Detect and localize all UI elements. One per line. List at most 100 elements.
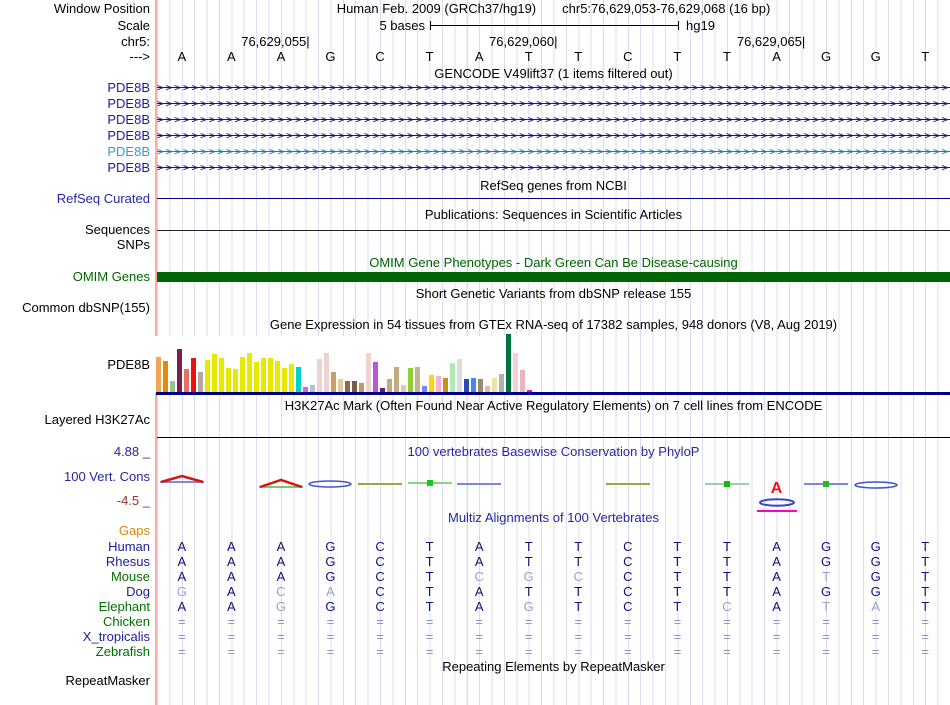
gtex-bar[interactable]: [205, 360, 210, 393]
gtex-bar[interactable]: [457, 359, 462, 393]
track-label-species-human[interactable]: Human: [108, 539, 150, 554]
track-label-omim-genes[interactable]: OMIM Genes: [72, 269, 150, 284]
gtex-bar[interactable]: [240, 357, 245, 393]
gtex-bar[interactable]: [275, 361, 280, 393]
gtex-bar[interactable]: [499, 374, 504, 393]
gtex-bar[interactable]: [338, 379, 343, 393]
gtex-bar[interactable]: [198, 372, 203, 393]
gtex-bar[interactable]: [261, 358, 266, 393]
gtex-bar[interactable]: [163, 361, 168, 393]
alignment-base: =: [673, 614, 682, 629]
track-label-species-elephant[interactable]: Elephant: [98, 599, 150, 614]
track-label-h3k27ac[interactable]: Layered H3K27Ac: [44, 412, 150, 427]
gtex-bar[interactable]: [387, 379, 392, 393]
track-label-gene-pde8b[interactable]: PDE8B: [107, 128, 150, 143]
track-label-gene-pde8b[interactable]: PDE8B: [107, 80, 150, 95]
gtex-bar[interactable]: [303, 387, 308, 393]
gtex-bar[interactable]: [429, 375, 434, 393]
gtex-bar[interactable]: [289, 364, 294, 393]
gtex-bar[interactable]: [184, 369, 189, 393]
gtex-bar[interactable]: [471, 378, 476, 393]
gtex-bar[interactable]: [422, 386, 427, 393]
gtex-bar[interactable]: [352, 381, 357, 393]
gtex-bar[interactable]: [366, 353, 371, 393]
gtex-bar[interactable]: [233, 369, 238, 393]
gtex-bar[interactable]: [156, 357, 161, 393]
alignment-base: A: [227, 584, 236, 599]
track-label-repeatmasker[interactable]: RepeatMasker: [65, 673, 150, 688]
gtex-bar[interactable]: [492, 378, 497, 393]
sequences-track-line[interactable]: [157, 230, 950, 231]
gtex-bar[interactable]: [219, 358, 224, 393]
gtex-bar[interactable]: [506, 334, 511, 393]
gtex-bar[interactable]: [212, 354, 217, 393]
gtex-bar[interactable]: [310, 385, 315, 393]
gtex-bar[interactable]: [527, 390, 532, 393]
track-label-100vert-cons[interactable]: 100 Vert. Cons: [64, 469, 150, 484]
track-label-gene-pde8b[interactable]: PDE8B: [107, 160, 150, 175]
gtex-bar[interactable]: [520, 370, 525, 393]
gtex-bar[interactable]: [296, 367, 301, 393]
gtex-bar[interactable]: [226, 368, 231, 393]
gtex-bar[interactable]: [373, 362, 378, 393]
gtex-bar[interactable]: [401, 385, 406, 393]
gtex-bar[interactable]: [485, 386, 490, 393]
gene-row-pde8b[interactable]: >>>>>>>>>>>>>>>>>>>>>>>>>>>>>>>>>>>>>>>>…: [157, 80, 950, 96]
gtex-bar[interactable]: [324, 353, 329, 393]
gtex-bar[interactable]: [380, 388, 385, 393]
gtex-bar[interactable]: [436, 376, 441, 393]
track-label-snps[interactable]: SNPs: [116, 237, 150, 252]
track-label-gtex-gene[interactable]: PDE8B: [107, 357, 150, 372]
gtex-bar[interactable]: [443, 378, 448, 393]
gtex-bar[interactable]: [394, 367, 399, 393]
track-label-species-mouse[interactable]: Mouse: [110, 569, 150, 584]
track-label-gene-pde8b[interactable]: PDE8B: [107, 96, 150, 111]
gtex-bar[interactable]: [170, 381, 175, 393]
gtex-bar[interactable]: [247, 353, 252, 393]
gtex-bar[interactable]: [191, 358, 196, 393]
gtex-bar[interactable]: [513, 353, 518, 393]
refseq-curated-line[interactable]: [157, 198, 950, 199]
alignment-row-x_tropicalis[interactable]: = = = = = = = = = = = = = = = =: [157, 629, 950, 644]
omim-genes-bar[interactable]: [157, 272, 950, 282]
gtex-bar[interactable]: [345, 381, 350, 393]
gene-row-pde8b[interactable]: >>>>>>>>>>>>>>>>>>>>>>>>>>>>>>>>>>>>>>>>…: [157, 160, 950, 176]
track-label-gaps[interactable]: Gaps: [118, 523, 150, 538]
gtex-bar[interactable]: [282, 368, 287, 393]
track-label-species-chicken[interactable]: Chicken: [103, 614, 150, 629]
gtex-bar[interactable]: [317, 359, 322, 393]
track-label-species-zebrafish[interactable]: Zebrafish: [95, 644, 150, 659]
track-label-species-x_tropicalis[interactable]: X_tropicalis: [82, 629, 150, 644]
gtex-expression-chart[interactable]: [155, 334, 535, 393]
gene-row-pde8b[interactable]: >>>>>>>>>>>>>>>>>>>>>>>>>>>>>>>>>>>>>>>>…: [157, 112, 950, 128]
track-label-common-dbsnp[interactable]: Common dbSNP(155): [22, 300, 150, 315]
gtex-bar[interactable]: [464, 379, 469, 393]
alignment-row-chicken[interactable]: = = = = = = = = = = = = = = = =: [157, 614, 950, 629]
gtex-bar[interactable]: [268, 358, 273, 393]
alignment-base: =: [822, 629, 830, 644]
gtex-bar[interactable]: [177, 349, 182, 393]
gtex-bar[interactable]: [331, 372, 336, 393]
gtex-bar[interactable]: [408, 368, 413, 393]
gtex-bar[interactable]: [415, 367, 420, 393]
gene-row-pde8b[interactable]: >>>>>>>>>>>>>>>>>>>>>>>>>>>>>>>>>>>>>>>>…: [157, 96, 950, 112]
track-label-gene-pde8b[interactable]: PDE8B: [107, 112, 150, 127]
track-label-species-dog[interactable]: Dog: [126, 584, 150, 599]
gtex-bar[interactable]: [254, 362, 259, 393]
gtex-bar[interactable]: [359, 383, 364, 393]
track-label-refseq-curated[interactable]: RefSeq Curated: [56, 191, 150, 206]
gene-row-pde8b[interactable]: >>>>>>>>>>>>>>>>>>>>>>>>>>>>>>>>>>>>>>>>…: [157, 128, 950, 144]
track-label-gene-pde8b[interactable]: PDE8B: [107, 144, 150, 159]
gtex-bar[interactable]: [450, 363, 455, 393]
track-label-sequences[interactable]: Sequences: [84, 222, 150, 237]
track-label-species-rhesus[interactable]: Rhesus: [105, 554, 150, 569]
alignment-row-zebrafish[interactable]: = = = = = = = = = = = = = = = =: [157, 644, 950, 659]
gene-row-pde8b[interactable]: >>>>>>>>>>>>>>>>>>>>>>>>>>>>>>>>>>>>>>>>…: [157, 144, 950, 160]
gtex-bar[interactable]: [478, 379, 483, 393]
